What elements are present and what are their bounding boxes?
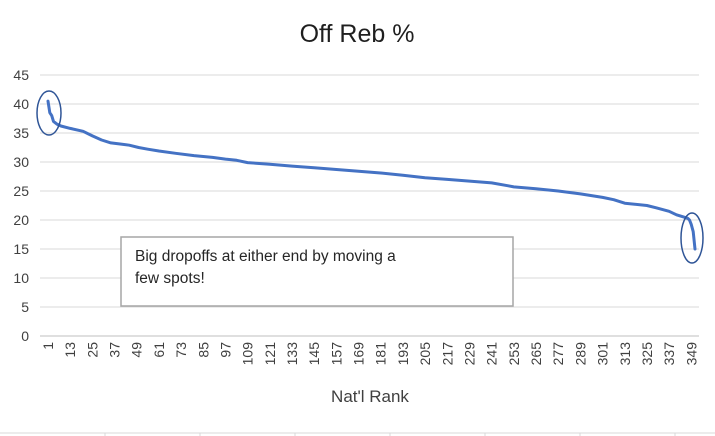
x-tick-label: 265 xyxy=(528,342,544,366)
left-dropoff-highlight xyxy=(36,90,62,136)
x-tick-label: 37 xyxy=(107,342,123,358)
x-tick-label: 169 xyxy=(351,342,367,366)
x-tick-label: 193 xyxy=(395,342,411,366)
x-tick-label: 229 xyxy=(461,342,477,366)
x-tick-label: 241 xyxy=(484,342,500,366)
x-tick-label: 337 xyxy=(661,342,677,366)
x-tick-label: 85 xyxy=(195,342,211,358)
y-tick-label: 15 xyxy=(13,241,29,257)
annotation-line: Big dropoffs at either end by moving a xyxy=(135,248,396,265)
x-axis-title: Nat'l Rank xyxy=(331,387,409,406)
y-tick-label: 10 xyxy=(13,270,29,286)
x-tick-label: 145 xyxy=(306,342,322,366)
x-tick-label: 205 xyxy=(417,342,433,366)
y-tick-label: 45 xyxy=(13,67,29,83)
x-tick-label: 109 xyxy=(240,342,256,366)
x-tick-label: 313 xyxy=(617,342,633,366)
series-line xyxy=(46,99,697,251)
y-tick-label: 40 xyxy=(13,96,29,112)
annotation-box xyxy=(120,236,514,307)
x-tick-label: 73 xyxy=(173,342,189,358)
x-tick-label: 277 xyxy=(550,342,566,366)
y-tick-label: 5 xyxy=(21,299,29,315)
x-tick-label: 49 xyxy=(129,342,145,358)
x-tick-label: 13 xyxy=(62,342,78,358)
x-tick-label: 289 xyxy=(572,342,588,366)
x-tick-label: 301 xyxy=(595,342,611,366)
x-tick-label: 349 xyxy=(683,342,699,366)
y-axis-ticks: 0 5 10 15 20 25 30 35 40 45 xyxy=(13,67,29,344)
annotation-line: few spots! xyxy=(135,270,205,287)
y-tick-label: 0 xyxy=(21,328,29,344)
annotation-text: Big dropoffs at either end by moving a fe… xyxy=(135,248,396,287)
y-tick-label: 35 xyxy=(13,125,29,141)
x-tick-label: 121 xyxy=(262,342,278,366)
y-tick-label: 20 xyxy=(13,212,29,228)
x-tick-label: 217 xyxy=(439,342,455,366)
chart-title: Off Reb % xyxy=(300,20,415,48)
y-tick-label: 30 xyxy=(13,154,29,170)
x-tick-label: 325 xyxy=(639,342,655,366)
x-tick-label: 1 xyxy=(40,342,56,350)
x-tick-label: 61 xyxy=(151,342,167,358)
x-tick-label: 25 xyxy=(84,342,100,358)
right-dropoff-highlight xyxy=(680,212,704,264)
x-tick-label: 181 xyxy=(373,342,389,366)
x-axis-ticks: 1 13 25 37 49 61 73 85 97 109 121 133 145 157 169 181 19… xyxy=(40,342,699,366)
x-tick-label: 253 xyxy=(506,342,522,366)
y-tick-label: 25 xyxy=(13,183,29,199)
x-tick-label: 157 xyxy=(328,342,344,366)
x-tick-label: 97 xyxy=(217,342,233,358)
x-tick-label: 133 xyxy=(284,342,300,366)
